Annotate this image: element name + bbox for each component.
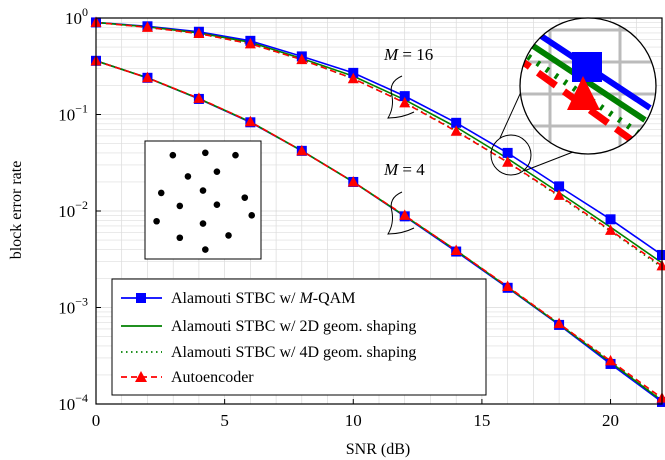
constellation-point <box>213 201 221 209</box>
marker-triangle <box>399 209 411 220</box>
marker-triangle <box>553 189 565 200</box>
series-line-M16-0 <box>95 21 663 256</box>
marker-triangle <box>450 244 462 255</box>
constellation-point <box>199 220 207 227</box>
marker-triangle <box>296 53 308 65</box>
marker-square <box>554 181 565 192</box>
constellation-frame <box>144 140 262 260</box>
zoom-line-4d <box>520 41 642 137</box>
constellation-point <box>184 173 192 180</box>
legend-frame <box>111 278 487 396</box>
marker-triangle <box>244 37 256 49</box>
annotation-m16-brace <box>387 75 415 119</box>
svg-text:Alamouti STBC w/ M-QAM: Alamouti STBC w/ M-QAM <box>171 290 355 307</box>
marker-triangle <box>141 71 153 83</box>
marker-triangle <box>141 21 153 32</box>
constellation-point <box>176 234 184 242</box>
legend-item-autoencoder: Autoencoder <box>121 369 254 386</box>
series-line-M4-7 <box>95 60 663 399</box>
legend-label-qam-M: M <box>298 290 314 307</box>
constellation-point <box>169 151 177 159</box>
legend-square-marker <box>136 293 146 303</box>
x-axis-label: SNR (dB) <box>346 441 410 458</box>
zoom-marker-square <box>572 52 602 82</box>
marker-triangle <box>193 27 205 39</box>
legend-item-2d: Alamouti STBC w/ 2D geom. shaping <box>121 318 416 335</box>
constellation-point <box>232 151 239 159</box>
legend-label-autoencoder: Autoencoder <box>171 369 254 386</box>
constellation-point <box>176 202 184 210</box>
svg-text:M = 4: M = 4 <box>383 160 425 179</box>
y-tick-label: 10−3 <box>58 295 88 318</box>
constellation-point <box>225 232 232 239</box>
svg-text:M = 16: M = 16 <box>383 45 433 64</box>
annotation-m4: M = 4 <box>383 160 425 235</box>
marker-triangle <box>502 280 514 292</box>
marker-triangle <box>347 175 359 187</box>
legend-label-qam-prefix: Alamouti STBC w/ <box>171 290 299 307</box>
marker-triangle <box>347 72 359 84</box>
zoom-source-circle <box>490 134 532 176</box>
x-tick-label: 10 <box>345 411 362 430</box>
constellation-point <box>248 212 256 219</box>
x-tick-label: 0 <box>92 411 101 430</box>
legend-label-qam-suffix: -QAM <box>313 290 356 307</box>
constellation-point <box>241 194 249 201</box>
x-tick-label: 15 <box>473 411 490 430</box>
legend-triangle-marker <box>135 371 147 382</box>
x-tick-label: 5 <box>220 411 229 430</box>
y-axis-label: block error rate <box>8 161 25 260</box>
marker-triangle <box>296 144 308 156</box>
marker-square <box>451 117 462 128</box>
marker-square <box>605 214 616 225</box>
constellation-point <box>199 187 207 194</box>
constellation-point <box>202 246 209 253</box>
series-markers <box>90 16 665 407</box>
y-tick-label: 100 <box>65 5 88 28</box>
x-axis-ticks: 0 5 10 15 20 <box>92 399 619 430</box>
legend: Alamouti STBC w/ M-QAM Alamouti STBC w/ … <box>111 278 487 396</box>
constellation-point <box>213 168 221 175</box>
marker-triangle <box>193 92 205 103</box>
marker-square <box>399 91 410 102</box>
marker-triangle <box>605 224 617 235</box>
marker-triangle <box>502 156 514 167</box>
y-axis-ticks: 100 10−1 10−2 10−3 10−4 <box>58 5 101 414</box>
legend-item-4d: Alamouti STBC w/ 4D geom. shaping <box>121 344 416 361</box>
zoom-magnifier <box>490 17 657 176</box>
legend-item-qam: Alamouti STBC w/ M-QAM <box>121 290 355 307</box>
y-tick-label: 10−4 <box>58 391 88 414</box>
marker-triangle <box>244 115 256 127</box>
y-tick-label: 10−1 <box>58 102 88 125</box>
series-line-M16-3 <box>95 21 663 267</box>
marker-triangle <box>605 354 617 366</box>
x-tick-label: 20 <box>602 411 619 430</box>
zoom-connector-bottom <box>523 151 574 172</box>
annotation-m16: M = 16 <box>383 45 433 119</box>
constellation-point <box>153 217 160 225</box>
annotation-m16-eq: = 16 <box>398 45 433 64</box>
marker-triangle <box>450 125 462 136</box>
annotation-m4-lhs: M <box>383 160 399 179</box>
marker-triangle <box>399 96 411 108</box>
zoom-lens-circle <box>519 17 657 155</box>
legend-label-4d: Alamouti STBC w/ 4D geom. shaping <box>171 344 416 361</box>
marker-square <box>502 147 513 158</box>
constellation-point <box>202 149 209 157</box>
annotation-m4-eq: = 4 <box>398 160 425 179</box>
legend-label-2d: Alamouti STBC w/ 2D geom. shaping <box>171 318 416 335</box>
marker-triangle <box>656 259 665 271</box>
constellation-inset <box>144 140 262 260</box>
marker-square <box>657 249 665 260</box>
annotation-m16-lhs: M <box>383 45 399 64</box>
constellation-point <box>157 189 165 197</box>
marker-triangle <box>553 317 565 329</box>
marker-triangle <box>656 392 665 403</box>
zoom-marker-triangle <box>567 76 600 110</box>
y-tick-label: 10−2 <box>58 198 88 221</box>
annotation-m4-brace <box>387 191 415 235</box>
series-lines <box>95 21 663 403</box>
